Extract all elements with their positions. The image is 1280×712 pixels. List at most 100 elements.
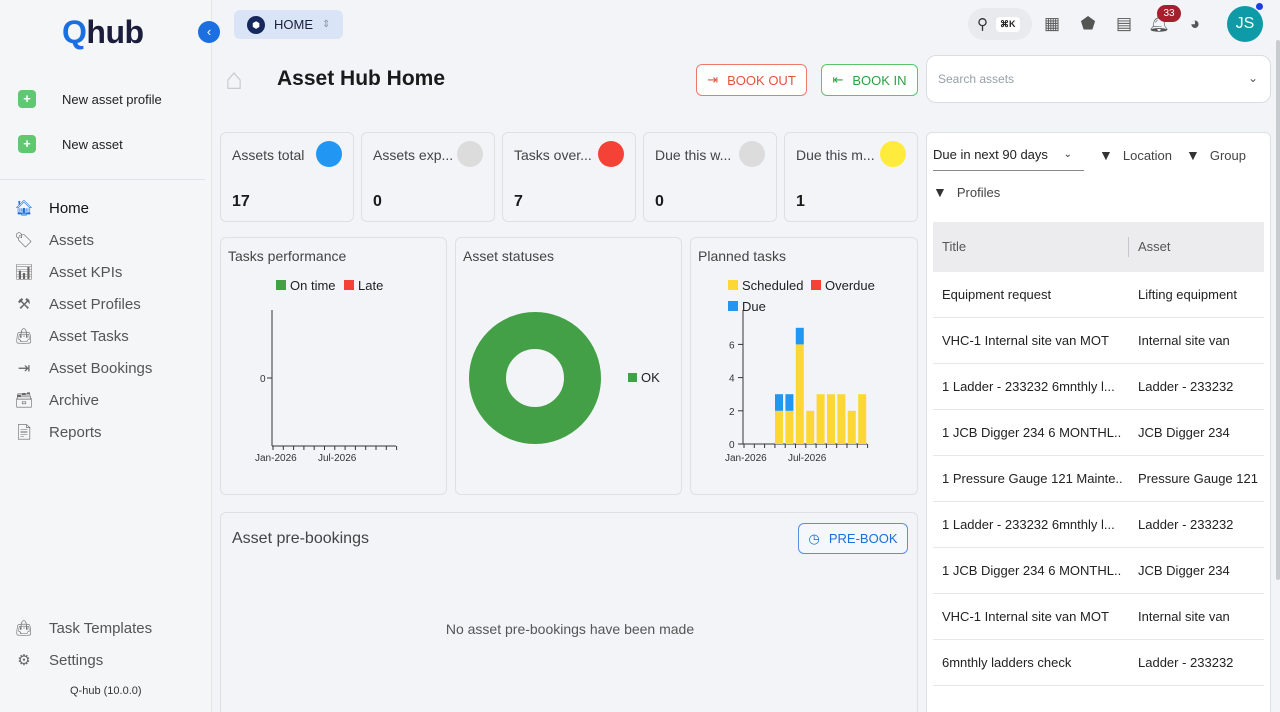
collapse-sidebar-button[interactable]: ‹ xyxy=(198,21,220,43)
gear-icon: ⚙ xyxy=(17,652,31,669)
stat-card-assets-total[interactable]: Assets total 17 xyxy=(220,132,354,222)
plus-icon: + xyxy=(18,135,36,153)
x-tick-label: Jan-2026 xyxy=(255,453,297,464)
filter-profiles[interactable]: ▼ Profiles xyxy=(933,184,1001,200)
filter-icon: ▼ xyxy=(1099,147,1113,163)
tag-icon: 🏷︎ xyxy=(14,232,34,249)
archive-icon: 🗃︎ xyxy=(14,392,34,409)
pre-book-button[interactable]: ◷ PRE-BOOK xyxy=(798,523,908,554)
filter-group[interactable]: ▼ Group xyxy=(1186,147,1246,163)
stat-card-due-this-week[interactable]: Due this w... 0 xyxy=(643,132,777,222)
bar-scheduled xyxy=(847,410,856,444)
global-search-button[interactable]: ⚲ ⌘K xyxy=(968,8,1032,40)
new-asset-profile-button[interactable]: + New asset profile xyxy=(18,89,162,109)
sign-out-icon: ⇥ xyxy=(17,360,31,377)
chevron-left-icon: ‹ xyxy=(206,24,212,39)
avatar[interactable]: JS xyxy=(1227,6,1263,42)
y-tick-label: 2 xyxy=(729,407,735,418)
chevron-down-icon: ⌄ xyxy=(1063,149,1072,160)
stat-card-due-this-month[interactable]: Due this m... 1 xyxy=(784,132,918,222)
calendar-icon[interactable]: ▦ xyxy=(1043,14,1061,33)
legend-swatch-overdue xyxy=(811,280,821,290)
bar-scheduled xyxy=(827,394,835,444)
x-ticks xyxy=(743,444,869,448)
asset-statuses-chart: OK xyxy=(469,312,660,444)
column-asset[interactable]: Asset xyxy=(1138,239,1171,254)
sidebar-item-archive[interactable]: 🗃︎ Archive xyxy=(14,391,100,410)
briefcase-icon: 👜︎ xyxy=(14,328,34,345)
book-out-button[interactable]: ⇥ BOOK OUT xyxy=(696,64,807,96)
legend-on-time: On time xyxy=(290,278,336,293)
sidebar-item-assets[interactable]: 🏷︎ Assets xyxy=(14,231,95,250)
bar-scheduled xyxy=(837,394,846,444)
bar-scheduled xyxy=(795,344,804,444)
asset-prebookings-panel: Asset pre-bookings ◷ PRE-BOOK No asset pr… xyxy=(220,512,918,712)
column-title[interactable]: Title xyxy=(942,239,967,254)
legend-scheduled: Scheduled xyxy=(742,278,803,293)
x-tick-label: Jan-2026 xyxy=(725,453,767,464)
y-tick-label: 6 xyxy=(729,340,735,351)
sidebar-item-reports[interactable]: 📄︎ Reports xyxy=(14,423,102,442)
stickers-icon[interactable]: ⬟ xyxy=(1080,14,1096,33)
due-range-select[interactable]: Due in next 90 days ⌄ xyxy=(933,147,1084,171)
upcoming-tasks-panel: Due in next 90 days ⌄ ▼ Location ▼ Group ▼… xyxy=(926,132,1271,712)
legend-swatch-late xyxy=(344,280,354,290)
x-tick-label: Jul-2026 xyxy=(788,453,827,464)
y-ticks: 0 2 4 6 xyxy=(729,340,743,451)
briefcase-icon: 👜︎ xyxy=(14,620,34,637)
table-row[interactable]: 1 Ladder - 233232 6mnthly l... Ladder - 2… xyxy=(933,364,1264,410)
app-version: Q-hub (10.0.0) xyxy=(70,685,142,697)
new-asset-button[interactable]: + New asset xyxy=(18,134,123,154)
bar-due xyxy=(775,394,783,411)
asset-search-box[interactable]: ⌄ xyxy=(926,55,1271,103)
stat-card-tasks-overdue[interactable]: Tasks over... 7 xyxy=(502,132,636,222)
prebookings-title: Asset pre-bookings xyxy=(232,530,369,547)
legend-swatch-ok xyxy=(628,373,637,382)
sidebar-item-asset-tasks[interactable]: 👜︎ Asset Tasks xyxy=(14,327,129,346)
sidebar-item-settings[interactable]: ⚙ Settings xyxy=(14,649,103,671)
legend-swatch-scheduled xyxy=(728,280,738,290)
table-row[interactable]: VHC-1 Internal site van MOT Internal site… xyxy=(933,594,1264,640)
empty-state-message: No asset pre-bookings have been made xyxy=(445,621,695,637)
breadcrumb-home[interactable]: ⬢ HOME ⇕ xyxy=(234,10,343,39)
planned-tasks-chart: Scheduled Overdue Due 0 2 4 6 Jan-2026 Jul-… xyxy=(725,278,875,464)
donut-slice-ok xyxy=(469,312,601,444)
table-row[interactable]: 1 Ladder - 233232 6mnthly l... Ladder - 2… xyxy=(933,502,1264,548)
bar-scheduled xyxy=(816,394,825,444)
bar-scheduled xyxy=(806,410,815,444)
chevron-down-icon[interactable]: ⌄ xyxy=(1247,71,1258,85)
sidebar: Qhub + New asset profile + New asset 🏠︎ … xyxy=(0,0,212,712)
table-row[interactable]: Equipment request Lifting equipment xyxy=(933,272,1264,318)
sign-in-icon: ⇤ xyxy=(832,72,844,87)
sidebar-item-asset-kpis[interactable]: 📊︎ Asset KPIs xyxy=(14,263,123,282)
legend-swatch-on-time xyxy=(276,280,286,290)
chat-icon[interactable]: ▤ xyxy=(1115,14,1133,33)
book-in-button[interactable]: ⇤ BOOK IN xyxy=(821,64,918,96)
sidebar-item-home[interactable]: 🏠︎ Home xyxy=(14,199,90,218)
sidebar-item-asset-bookings[interactable]: ⇥ Asset Bookings xyxy=(14,357,153,379)
shortcut-hint: ⌘K xyxy=(996,16,1020,32)
y-tick-label: 4 xyxy=(729,374,735,385)
qhub-logo[interactable]: Qhub xyxy=(62,14,144,50)
sidebar-item-asset-profiles[interactable]: ⚒ Asset Profiles xyxy=(14,293,140,315)
home-icon: ⌂ xyxy=(225,63,244,96)
status-dot xyxy=(739,141,765,167)
table-row[interactable]: 1 JCB Digger 234 6 MONTHL... JCB Digger 2… xyxy=(933,548,1264,594)
sidebar-item-task-templates[interactable]: 👜︎ Task Templates xyxy=(14,619,153,638)
table-row[interactable]: 1 JCB Digger 234 6 MONTHL... JCB Digger 2… xyxy=(933,410,1264,456)
filter-location[interactable]: ▼ Location xyxy=(1099,147,1173,163)
column-separator xyxy=(1128,237,1129,257)
palette-icon[interactable]: ◕ xyxy=(1189,14,1201,33)
table-row[interactable]: 1 Pressure Gauge 121 Mainte... Pressure G… xyxy=(933,456,1264,502)
status-dot xyxy=(316,141,342,167)
page-title: Asset Hub Home xyxy=(277,67,446,90)
search-assets-input[interactable] xyxy=(927,56,1217,102)
table-row[interactable]: 6mnthly ladders check Ladder - 233232 xyxy=(933,640,1264,686)
notification-badge: 33 xyxy=(1157,5,1181,22)
bar-scheduled xyxy=(785,410,794,444)
stat-card-assets-expired[interactable]: Assets exp... 0 xyxy=(361,132,495,222)
table-row[interactable]: VHC-1 Internal site van MOT Internal site… xyxy=(933,318,1264,364)
page-scrollbar[interactable] xyxy=(1276,40,1280,580)
asset-statuses-panel: Asset statuses OK xyxy=(455,237,682,495)
tasks-performance-panel: Tasks performance On time Late 0 Jan-202… xyxy=(220,237,447,495)
